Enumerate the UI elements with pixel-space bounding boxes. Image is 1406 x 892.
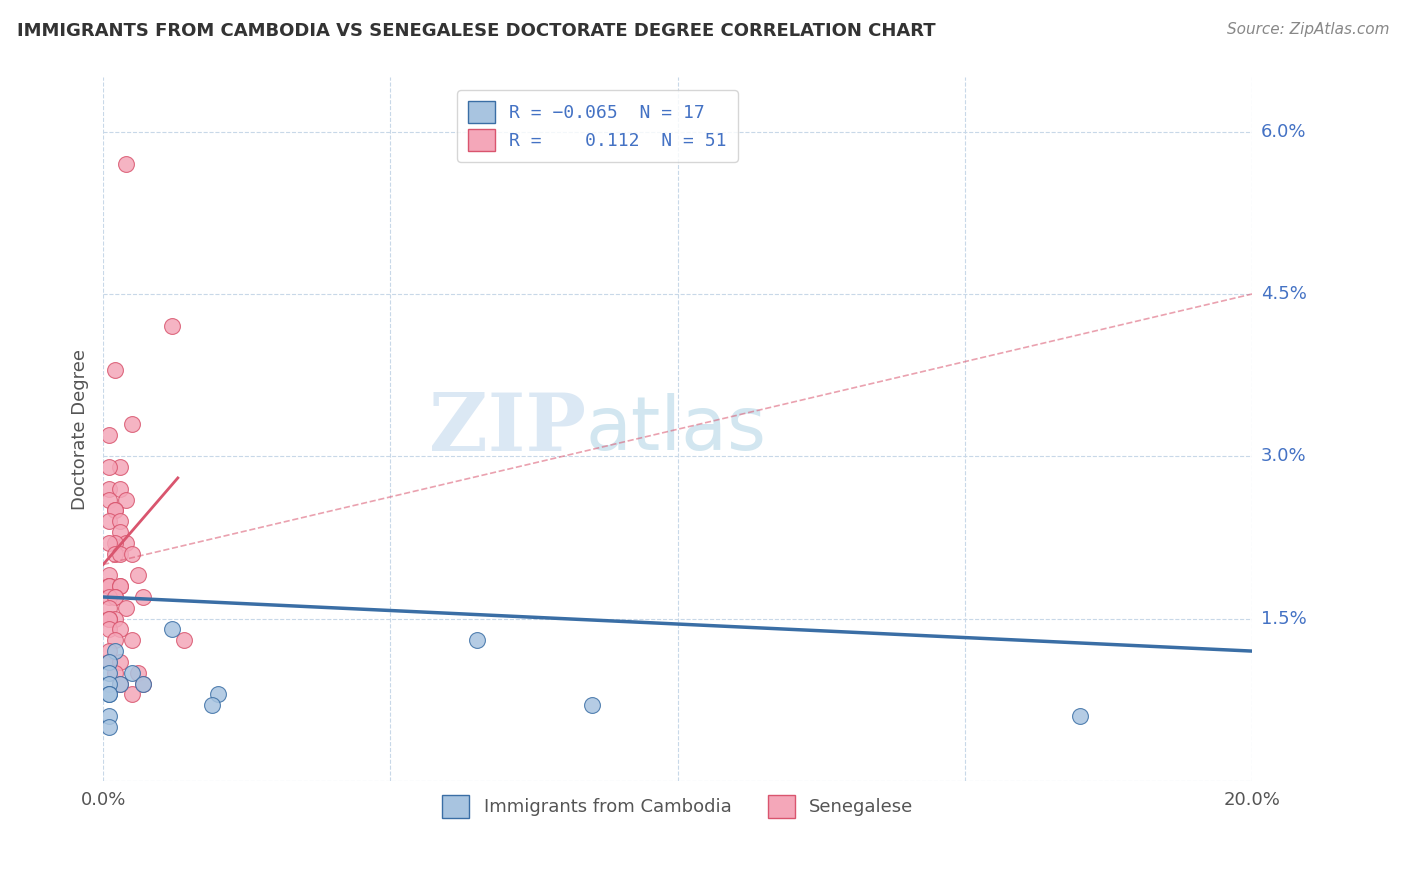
Point bbox=[97, 514, 120, 528]
Point bbox=[104, 633, 127, 648]
Point bbox=[97, 579, 120, 593]
Point bbox=[104, 590, 127, 604]
Point bbox=[160, 623, 183, 637]
Point bbox=[97, 579, 120, 593]
Text: ZIP: ZIP bbox=[429, 390, 586, 468]
Point bbox=[465, 633, 488, 648]
Legend: Immigrants from Cambodia, Senegalese: Immigrants from Cambodia, Senegalese bbox=[434, 789, 921, 825]
Point bbox=[110, 579, 132, 593]
Point bbox=[97, 600, 120, 615]
Point bbox=[127, 568, 149, 582]
Point bbox=[115, 600, 138, 615]
Point bbox=[104, 547, 127, 561]
Point bbox=[160, 319, 183, 334]
Point bbox=[104, 644, 127, 658]
Point bbox=[1069, 709, 1091, 723]
Point bbox=[97, 655, 120, 669]
Point bbox=[121, 547, 143, 561]
Point bbox=[110, 676, 132, 690]
Point bbox=[104, 503, 127, 517]
Text: atlas: atlas bbox=[586, 392, 766, 466]
Y-axis label: Doctorate Degree: Doctorate Degree bbox=[72, 349, 89, 509]
Point bbox=[97, 687, 120, 701]
Point bbox=[173, 633, 195, 648]
Point bbox=[115, 536, 138, 550]
Point bbox=[97, 460, 120, 475]
Point bbox=[132, 676, 155, 690]
Point bbox=[110, 579, 132, 593]
Point bbox=[110, 676, 132, 690]
Point bbox=[121, 633, 143, 648]
Point bbox=[97, 720, 120, 734]
Point bbox=[110, 547, 132, 561]
Point bbox=[97, 612, 120, 626]
Point bbox=[97, 655, 120, 669]
Point bbox=[97, 687, 120, 701]
Point bbox=[121, 687, 143, 701]
Point bbox=[97, 568, 120, 582]
Text: IMMIGRANTS FROM CAMBODIA VS SENEGALESE DOCTORATE DEGREE CORRELATION CHART: IMMIGRANTS FROM CAMBODIA VS SENEGALESE D… bbox=[17, 22, 935, 40]
Point bbox=[97, 644, 120, 658]
Point bbox=[132, 590, 155, 604]
Point bbox=[97, 590, 120, 604]
Point bbox=[104, 536, 127, 550]
Point bbox=[97, 427, 120, 442]
Point bbox=[97, 612, 120, 626]
Point bbox=[97, 482, 120, 496]
Point bbox=[121, 665, 143, 680]
Point bbox=[201, 698, 224, 713]
Point bbox=[104, 590, 127, 604]
Point bbox=[110, 524, 132, 539]
Point bbox=[97, 676, 120, 690]
Point bbox=[104, 503, 127, 517]
Point bbox=[110, 460, 132, 475]
Point bbox=[110, 623, 132, 637]
Point bbox=[115, 492, 138, 507]
Point bbox=[581, 698, 603, 713]
Point bbox=[97, 623, 120, 637]
Point bbox=[97, 709, 120, 723]
Point bbox=[97, 579, 120, 593]
Point bbox=[97, 665, 120, 680]
Point bbox=[132, 676, 155, 690]
Text: 4.5%: 4.5% bbox=[1261, 285, 1306, 303]
Point bbox=[121, 417, 143, 431]
Point bbox=[104, 612, 127, 626]
Point bbox=[127, 665, 149, 680]
Point bbox=[110, 514, 132, 528]
Point bbox=[207, 687, 229, 701]
Point bbox=[115, 157, 138, 171]
Text: Source: ZipAtlas.com: Source: ZipAtlas.com bbox=[1226, 22, 1389, 37]
Text: 3.0%: 3.0% bbox=[1261, 447, 1306, 466]
Text: 1.5%: 1.5% bbox=[1261, 609, 1306, 628]
Point bbox=[97, 536, 120, 550]
Point bbox=[104, 665, 127, 680]
Point bbox=[110, 655, 132, 669]
Text: 6.0%: 6.0% bbox=[1261, 122, 1306, 141]
Point bbox=[104, 362, 127, 376]
Point bbox=[110, 482, 132, 496]
Point bbox=[97, 492, 120, 507]
